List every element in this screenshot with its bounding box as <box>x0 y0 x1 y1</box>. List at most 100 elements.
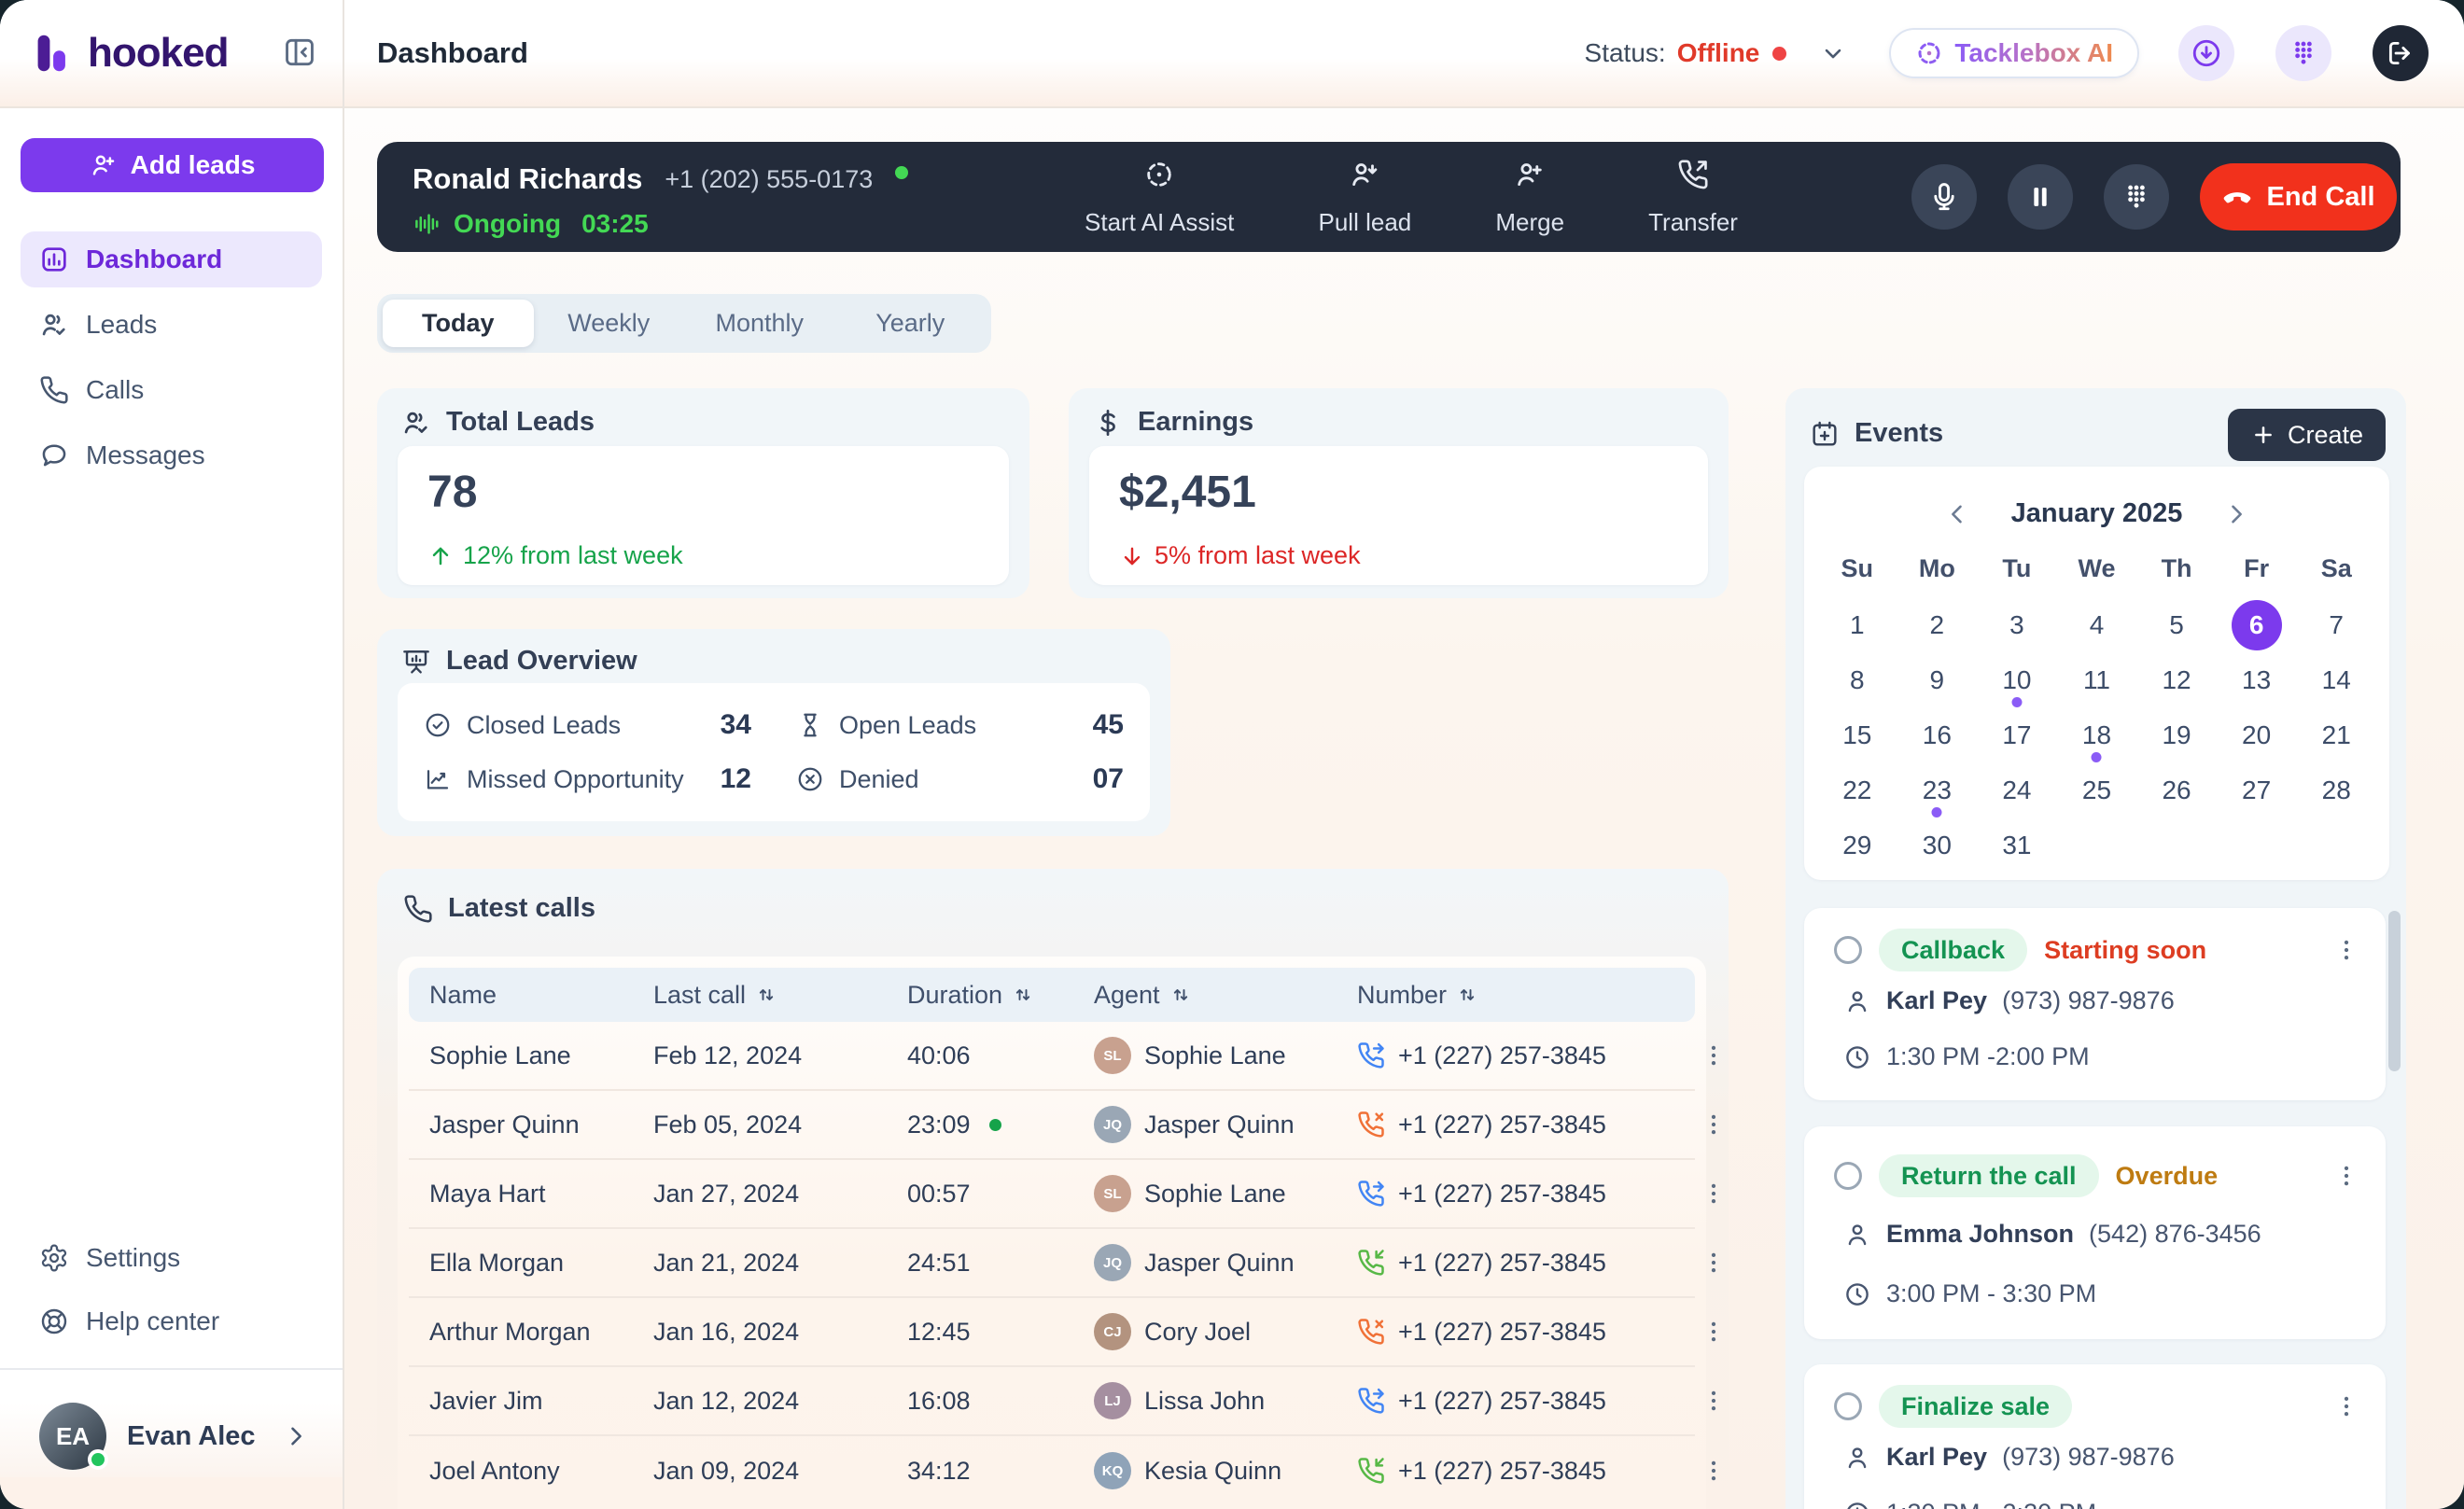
mic-button[interactable] <box>1911 164 1977 230</box>
row-menu-icon[interactable] <box>1693 1173 1734 1214</box>
sidebar-item-leads[interactable]: Leads <box>21 297 322 353</box>
event-checkbox[interactable] <box>1830 1158 1866 1194</box>
calendar-next-icon[interactable] <box>2223 501 2249 527</box>
sidebar-collapse-icon[interactable] <box>279 33 320 74</box>
event-card-finalize-sale[interactable]: Finalize sale Karl Pey(973) 987-9876 1:3… <box>1804 1364 2386 1509</box>
download-button[interactable] <box>2178 25 2234 81</box>
tab-today[interactable]: Today <box>383 300 534 347</box>
pull-lead-button[interactable]: Pull lead <box>1319 155 1412 239</box>
column-header-duration[interactable]: Duration <box>907 981 1094 1010</box>
sidebar-item-dashboard[interactable]: Dashboard <box>21 231 322 287</box>
calendar-day[interactable]: 16 <box>1897 707 1978 762</box>
calendar-day[interactable]: 30 <box>1897 817 1978 873</box>
user-icon <box>1843 1444 1871 1472</box>
calendar-day[interactable]: 25 <box>2057 762 2137 817</box>
event-card-callback[interactable]: Callback Starting soon Karl Pey(973) 987… <box>1804 908 2386 1100</box>
calendar-day[interactable]: 8 <box>1817 652 1897 707</box>
event-menu-icon[interactable] <box>2326 929 2367 971</box>
calendar-day[interactable]: 22 <box>1817 762 1897 817</box>
calendar-day[interactable]: 27 <box>2217 762 2297 817</box>
logout-button[interactable] <box>2373 25 2429 81</box>
event-menu-icon[interactable] <box>2326 1155 2367 1196</box>
sidebar-item-settings[interactable]: Settings <box>21 1230 322 1286</box>
calendar-day[interactable]: 9 <box>1897 652 1978 707</box>
table-row[interactable]: Jasper Quinn Feb 05, 2024 23:09 JQ Jaspe… <box>409 1091 1695 1160</box>
calendar-day[interactable]: 2 <box>1897 597 1978 652</box>
calendar-day[interactable]: 18 <box>2057 707 2137 762</box>
row-menu-icon[interactable] <box>1693 1380 1734 1421</box>
tab-monthly[interactable]: Monthly <box>684 300 835 347</box>
calendar-day[interactable]: 14 <box>2296 652 2376 707</box>
column-header-agent[interactable]: Agent <box>1094 981 1357 1010</box>
sort-icon[interactable] <box>1169 984 1192 1006</box>
event-card-return-the-call[interactable]: Return the call Overdue Emma Johnson(542… <box>1804 1126 2386 1339</box>
calendar-day[interactable]: 21 <box>2296 707 2376 762</box>
calendar-day[interactable]: 17 <box>1977 707 2057 762</box>
row-menu-icon[interactable] <box>1693 1242 1734 1283</box>
table-row[interactable]: Joel Antony Jan 09, 2024 34:12 KQ Kesia … <box>409 1436 1695 1505</box>
event-checkbox[interactable] <box>1830 932 1866 968</box>
calendar-day[interactable]: 10 <box>1977 652 2057 707</box>
transfer-button[interactable]: Transfer <box>1648 155 1738 239</box>
table-row[interactable]: Javier Jim Jan 12, 2024 16:08 LJ Lissa J… <box>409 1367 1695 1436</box>
create-event-button[interactable]: Create <box>2228 409 2386 461</box>
pause-button[interactable] <box>2008 164 2073 230</box>
column-header-name: Name <box>429 981 653 1010</box>
call-dialpad-button[interactable] <box>2104 164 2169 230</box>
calendar-day[interactable]: 15 <box>1817 707 1897 762</box>
table-row[interactable]: Maya Hart Jan 27, 2024 00:57 SL Sophie L… <box>409 1160 1695 1229</box>
calendar-day[interactable]: 4 <box>2057 597 2137 652</box>
calendar-day[interactable]: 24 <box>1977 762 2057 817</box>
calendar-day[interactable]: 12 <box>2136 652 2217 707</box>
start-ai-assist-button[interactable]: Start AI Assist <box>1085 155 1234 239</box>
table-row[interactable]: Arthur Morgan Jan 16, 2024 12:45 CJ Cory… <box>409 1298 1695 1367</box>
row-menu-icon[interactable] <box>1693 1035 1734 1076</box>
tacklebox-ai-button[interactable]: Tacklebox AI <box>1889 28 2139 78</box>
calendar-day[interactable]: 29 <box>1817 817 1897 873</box>
row-menu-icon[interactable] <box>1693 1450 1734 1491</box>
cell-duration: 00:57 <box>907 1180 1094 1209</box>
dialpad-button[interactable] <box>2275 25 2331 81</box>
calendar-day[interactable]: 11 <box>2057 652 2137 707</box>
chevron-right-icon[interactable] <box>283 1423 309 1449</box>
calendar-day[interactable]: 5 <box>2136 597 2217 652</box>
sort-icon[interactable] <box>755 984 777 1006</box>
events-scrollbar[interactable] <box>2388 911 2401 1071</box>
calendar-day[interactable]: 31 <box>1977 817 2057 873</box>
status-dropdown[interactable]: Status: Offline <box>1585 38 1847 68</box>
user-profile[interactable]: EA Evan Alec <box>0 1394 343 1478</box>
column-header-last-call[interactable]: Last call <box>653 981 907 1010</box>
calendar-day[interactable]: 23 <box>1897 762 1978 817</box>
sidebar-item-calls[interactable]: Calls <box>21 362 322 418</box>
phone-icon <box>403 894 433 924</box>
calendar-day[interactable]: 28 <box>2296 762 2376 817</box>
logout-icon <box>2385 37 2416 69</box>
row-menu-icon[interactable] <box>1693 1104 1734 1145</box>
sidebar-item-help-center[interactable]: Help center <box>21 1293 322 1349</box>
calendar-day[interactable]: 3 <box>1977 597 2057 652</box>
ai-assist-icon <box>1143 159 1175 190</box>
calendar-day[interactable]: 26 <box>2136 762 2217 817</box>
sort-icon[interactable] <box>1456 984 1478 1006</box>
table-row[interactable]: Sophie Lane Feb 12, 2024 40:06 SL Sophie… <box>409 1022 1695 1091</box>
sidebar-item-messages[interactable]: Messages <box>21 427 322 483</box>
table-row[interactable]: Ella Morgan Jan 21, 2024 24:51 JQ Jasper… <box>409 1229 1695 1298</box>
event-checkbox[interactable] <box>1830 1389 1866 1424</box>
calendar-day[interactable]: 7 <box>2296 597 2376 652</box>
avatar: SL <box>1094 1037 1131 1074</box>
tab-yearly[interactable]: Yearly <box>835 300 987 347</box>
event-menu-icon[interactable] <box>2326 1386 2367 1427</box>
calendar-day[interactable]: 1 <box>1817 597 1897 652</box>
calendar-day[interactable]: 6 <box>2217 597 2297 652</box>
tab-weekly[interactable]: Weekly <box>534 300 685 347</box>
row-menu-icon[interactable] <box>1693 1311 1734 1352</box>
sort-icon[interactable] <box>1012 984 1034 1006</box>
column-header-number[interactable]: Number <box>1357 981 1693 1010</box>
calendar-day[interactable]: 13 <box>2217 652 2297 707</box>
end-call-button[interactable]: End Call <box>2200 163 2397 231</box>
calendar-day[interactable]: 19 <box>2136 707 2217 762</box>
add-leads-button[interactable]: Add leads <box>21 138 324 192</box>
calendar-day[interactable]: 20 <box>2217 707 2297 762</box>
calendar-prev-icon[interactable] <box>1944 501 1970 527</box>
merge-button[interactable]: Merge <box>1495 155 1564 239</box>
